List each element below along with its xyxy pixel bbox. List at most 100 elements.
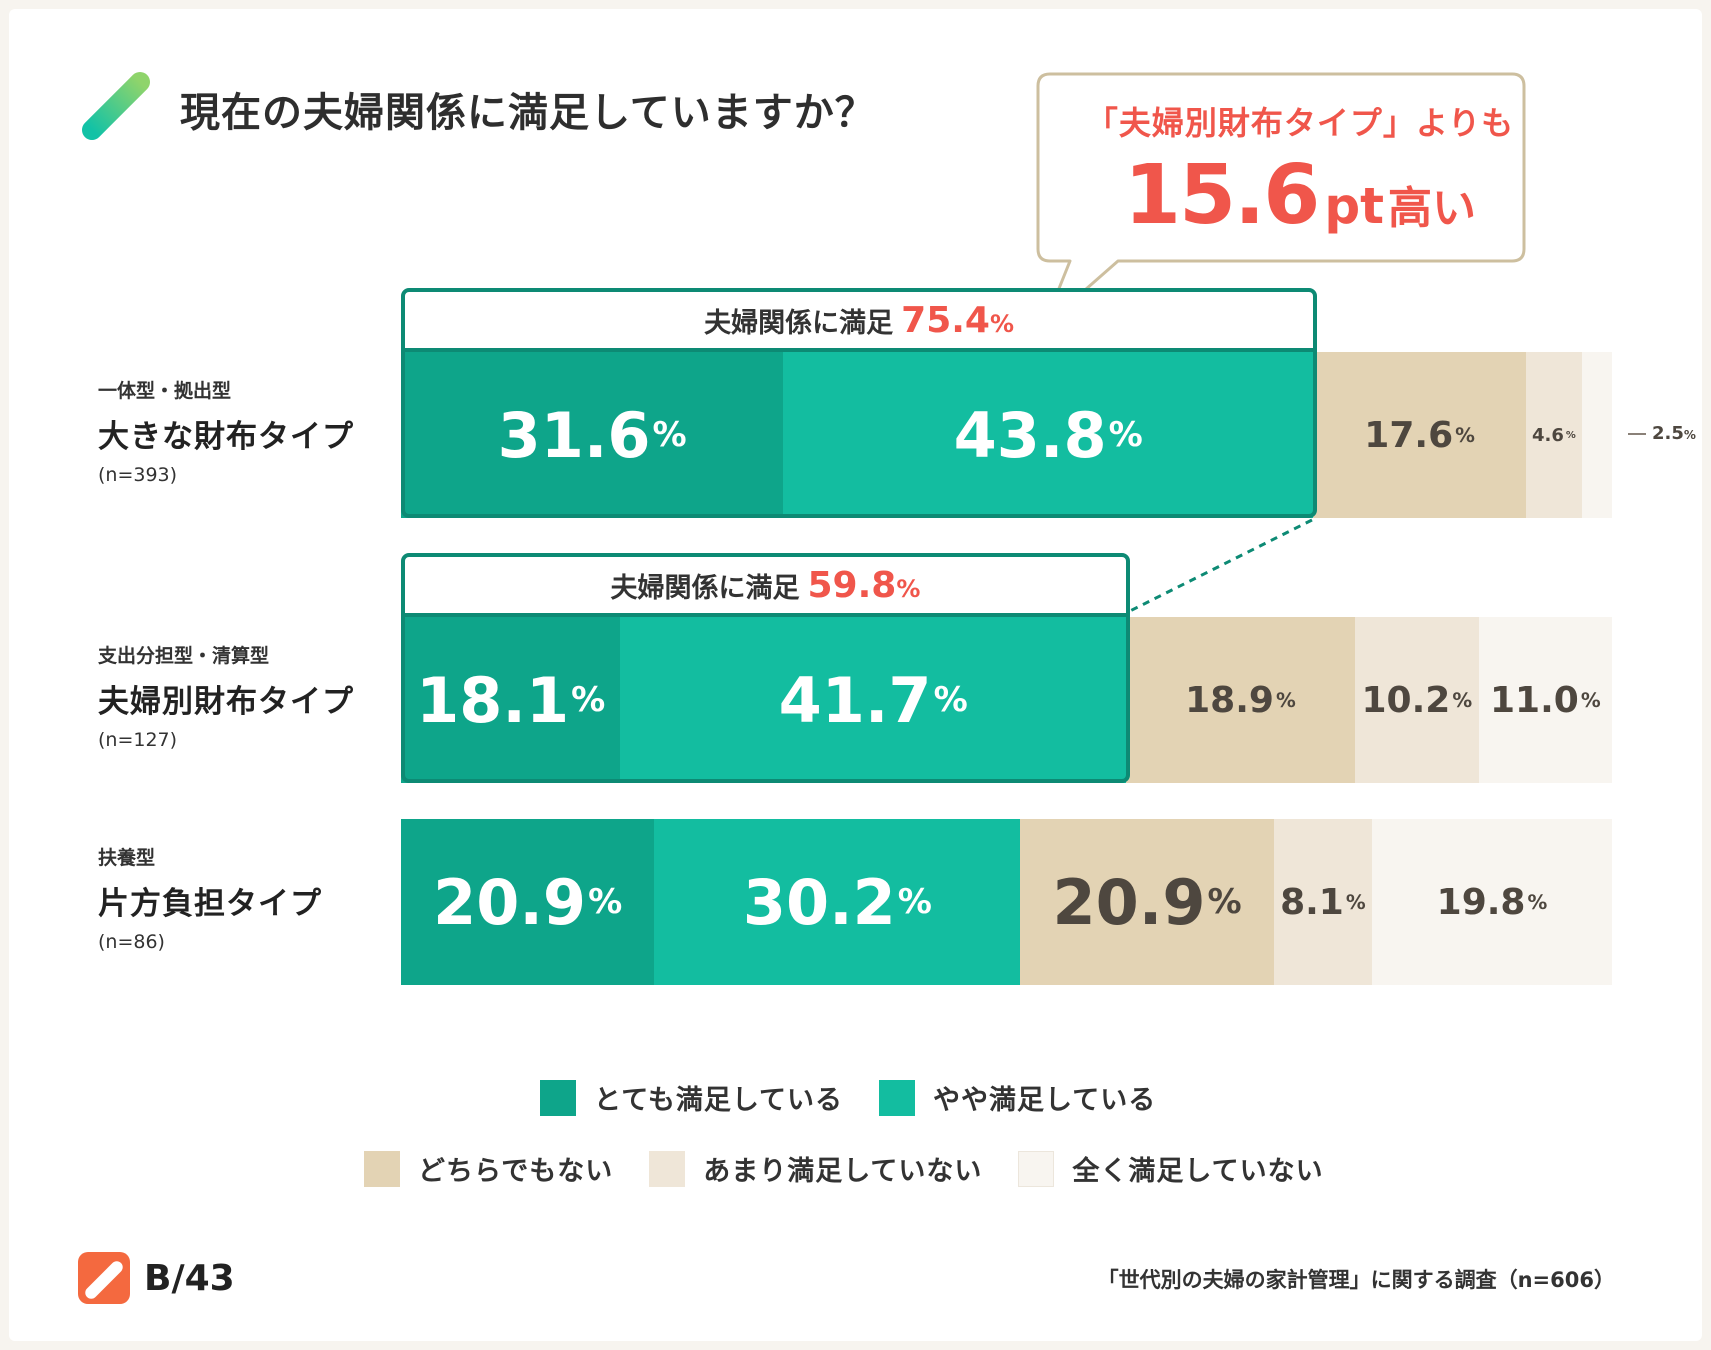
- percent-sign: %: [1565, 429, 1576, 441]
- title-accent-icon: [82, 72, 150, 140]
- bar-segment-r0-s3: 4.6%: [1526, 352, 1582, 518]
- legend-swatch: [540, 1079, 576, 1116]
- satisfied-label: 夫婦関係に満足: [704, 307, 894, 339]
- percent-sign: %: [652, 415, 687, 455]
- data-label-value: 17.6: [1364, 414, 1454, 456]
- row-group: 一体型・拠出型: [98, 380, 232, 402]
- bar-segment-r2-s4: 19.8%: [1371, 819, 1612, 985]
- row-label-2: 扶養型 片方負担タイプ (n=86): [98, 843, 322, 953]
- bar-segment-r2-s0: 20.9%: [401, 819, 655, 985]
- legend-label: あまり満足していない: [703, 1156, 983, 1187]
- row-name: 夫婦別財布タイプ: [98, 684, 354, 720]
- legend-swatch: [649, 1150, 686, 1187]
- legend-label: どちらでもない: [418, 1156, 614, 1187]
- percent-sign: %: [1455, 423, 1475, 447]
- satisfied-total-number: 59.8: [807, 564, 897, 606]
- bar-segment-r0-s4: [1581, 352, 1612, 518]
- callout-text: 「夫婦別財布タイプ」よりも: [1085, 104, 1515, 142]
- percent-sign: %: [1452, 688, 1473, 712]
- legend-item-not-satisfied-at-all: 全く満足していない: [1018, 1149, 1323, 1188]
- row-sample-size: (n=86): [98, 931, 165, 953]
- bar-segment-r1-s2: 18.9%: [1125, 617, 1355, 783]
- percent-sign: %: [896, 574, 921, 603]
- bar-segment-r1-s0: 18.1%: [401, 617, 621, 783]
- connector-dotted-line: [1127, 518, 1313, 614]
- bar-segment-r0-s1: 43.8%: [783, 352, 1314, 518]
- percent-sign: %: [1275, 688, 1296, 712]
- brand-logo-icon: [78, 1252, 130, 1304]
- satisfied-total-value: 75.4%: [901, 300, 1014, 341]
- data-label-value: 31.6: [497, 398, 651, 472]
- chart-title: 現在の夫婦関係に満足していますか？: [180, 90, 876, 136]
- legend-item-neutral: どちらでもない: [364, 1149, 613, 1188]
- legend-item-not-very-satisfied: あまり満足していない: [649, 1149, 982, 1188]
- data-label-value: 10.2: [1361, 679, 1451, 721]
- callout-value: 15.6: [1123, 148, 1320, 243]
- row-sample-size: (n=393): [98, 464, 178, 486]
- row-group: 支出分担型・清算型: [98, 645, 270, 667]
- leader-dash: [1628, 433, 1646, 435]
- data-label-value: 18.9: [1185, 679, 1274, 721]
- legend-swatch: [1018, 1150, 1055, 1187]
- callout-value-line: 15.6 pt高い: [1040, 148, 1560, 243]
- data-label-value: 19.8: [1436, 881, 1526, 923]
- bar-segment-r2-s3: 8.1%: [1273, 819, 1372, 985]
- source-note: 「世代別の夫婦の家計管理」に関する調査（n=606）: [1097, 1268, 1615, 1292]
- legend-swatch: [364, 1150, 400, 1187]
- satisfied-total-value: 59.8%: [808, 565, 921, 606]
- legend-row-2: どちらでもない あまり満足していない 全く満足していない: [364, 1149, 1360, 1188]
- percent-sign: %: [1345, 890, 1366, 914]
- row-group: 扶養型: [98, 847, 156, 869]
- percent-sign: %: [897, 882, 932, 922]
- row-name: 片方負担タイプ: [98, 886, 322, 922]
- percent-sign: %: [1207, 882, 1242, 922]
- row-label-1: 支出分担型・清算型 夫婦別財布タイプ (n=127): [98, 641, 354, 751]
- percent-sign: %: [1527, 890, 1548, 914]
- data-label-value: 8.1: [1280, 881, 1344, 923]
- percent-sign: %: [1108, 415, 1143, 455]
- data-label-value: 20.9: [433, 865, 587, 939]
- bar-segment-r0-s0: 31.6%: [401, 352, 784, 518]
- percent-sign: %: [1580, 688, 1601, 712]
- row-label-0: 一体型・拠出型 大きな財布タイプ (n=393): [98, 376, 354, 486]
- data-label-value: 18.1: [416, 663, 570, 737]
- brand-logo: B/43: [78, 1252, 235, 1304]
- satisfied-total-number: 75.4: [901, 299, 990, 341]
- data-label-value: 4.6: [1532, 424, 1564, 446]
- data-label-value: 11.0: [1489, 679, 1579, 721]
- bar-segment-r2-s2: 20.9%: [1020, 819, 1274, 985]
- bar-segment-r1-s3: 10.2%: [1355, 617, 1479, 783]
- data-label: 2.5%: [1652, 423, 1696, 444]
- percent-sign: %: [571, 680, 606, 720]
- legend-row-1: とても満足している やや満足している: [540, 1078, 1192, 1117]
- bar-segment-r2-s1: 30.2%: [654, 819, 1021, 985]
- bar-row-0: 31.6% 43.8% 17.6% 4.6%: [401, 352, 1612, 518]
- callout-unit: pt: [1324, 177, 1385, 235]
- bar-segment-r1-s4: 11.0%: [1478, 617, 1612, 783]
- data-label-value: 20.9: [1052, 865, 1206, 939]
- data-label-value: 43.8: [953, 398, 1107, 472]
- satisfied-total-header: 夫婦関係に満足 75.4%: [405, 292, 1314, 352]
- bar-segment-r0-s2: 17.6%: [1313, 352, 1527, 518]
- legend-swatch: [879, 1079, 916, 1116]
- bar-row-1: 18.1% 41.7% 18.9% 10.2% 11.0%: [401, 617, 1612, 783]
- row-name: 大きな財布タイプ: [98, 419, 354, 455]
- data-label-outside: 2.5%: [1628, 423, 1696, 444]
- percent-sign: %: [588, 882, 623, 922]
- bar-row-2: 20.9% 30.2% 20.9% 8.1% 19.8%: [401, 819, 1612, 985]
- percent-sign: %: [933, 680, 968, 720]
- legend-item-somewhat-satisfied: やや満足している: [879, 1078, 1156, 1117]
- data-label-value: 30.2: [742, 865, 896, 939]
- legend-item-very-satisfied: とても満足している: [540, 1078, 843, 1117]
- legend-label: とても満足している: [594, 1085, 844, 1116]
- data-label-value: 2.5: [1652, 423, 1684, 444]
- satisfied-total-header: 夫婦関係に満足 59.8%: [405, 557, 1126, 617]
- bar-segment-r1-s1: 41.7%: [620, 617, 1126, 783]
- satisfied-label: 夫婦関係に満足: [610, 572, 800, 604]
- row-sample-size: (n=127): [98, 729, 178, 751]
- percent-sign: %: [1683, 428, 1696, 442]
- brand-logo-text: B/43: [144, 1257, 235, 1299]
- data-label-value: 41.7: [778, 663, 932, 737]
- legend-label: 全く満足していない: [1072, 1156, 1324, 1187]
- legend-label: やや満足している: [933, 1085, 1157, 1116]
